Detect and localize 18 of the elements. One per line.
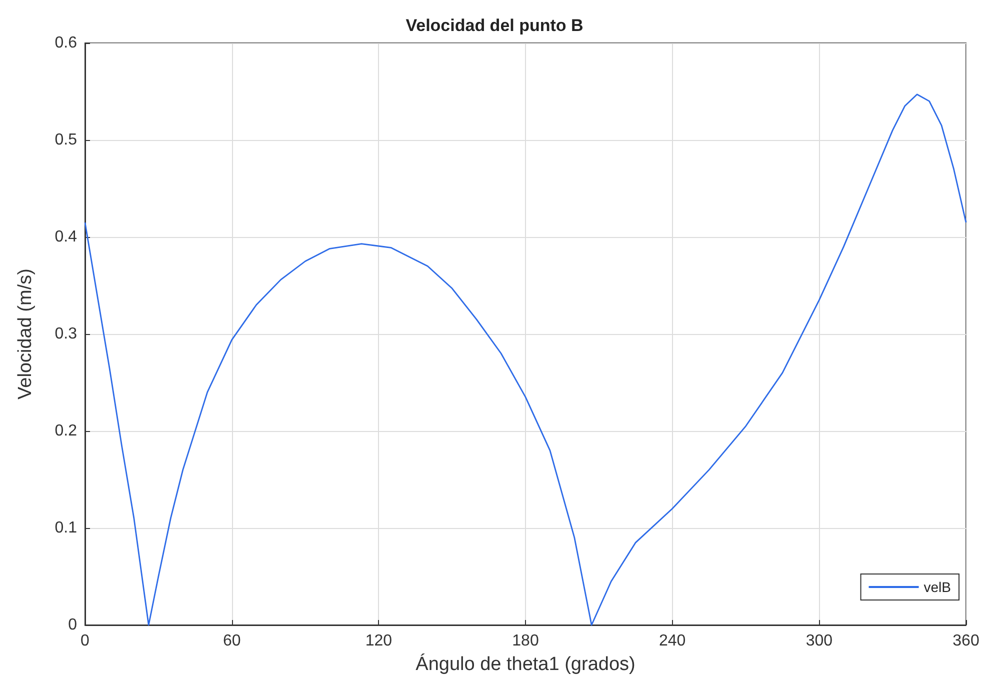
- y-tick-label: 0.4: [54, 228, 78, 246]
- y-axis-title: Velocidad (m/s): [15, 268, 36, 400]
- y-tick-label: 0.5: [54, 132, 78, 148]
- x-tick-label: 360: [952, 632, 980, 650]
- y-tick-label: 0.2: [54, 422, 78, 440]
- x-tick-label: 60: [222, 632, 241, 650]
- x-tick-label: 240: [658, 632, 686, 650]
- x-axis-title: Ángulo de theta1 (grados): [416, 653, 636, 675]
- x-tick-label: 300: [806, 632, 833, 650]
- legend-label: velB: [924, 579, 951, 595]
- y-tick-label: 0: [68, 616, 78, 634]
- chart-title: Velocidad del punto B: [406, 16, 584, 35]
- x-tick-label: 120: [365, 632, 392, 650]
- x-tick-label: 0: [80, 632, 90, 650]
- y-tick-label: 0.1: [54, 520, 78, 536]
- y-tick-label: 0.6: [54, 34, 78, 52]
- y-tick-label: 0.3: [54, 326, 78, 342]
- x-tick-label: 180: [512, 632, 539, 650]
